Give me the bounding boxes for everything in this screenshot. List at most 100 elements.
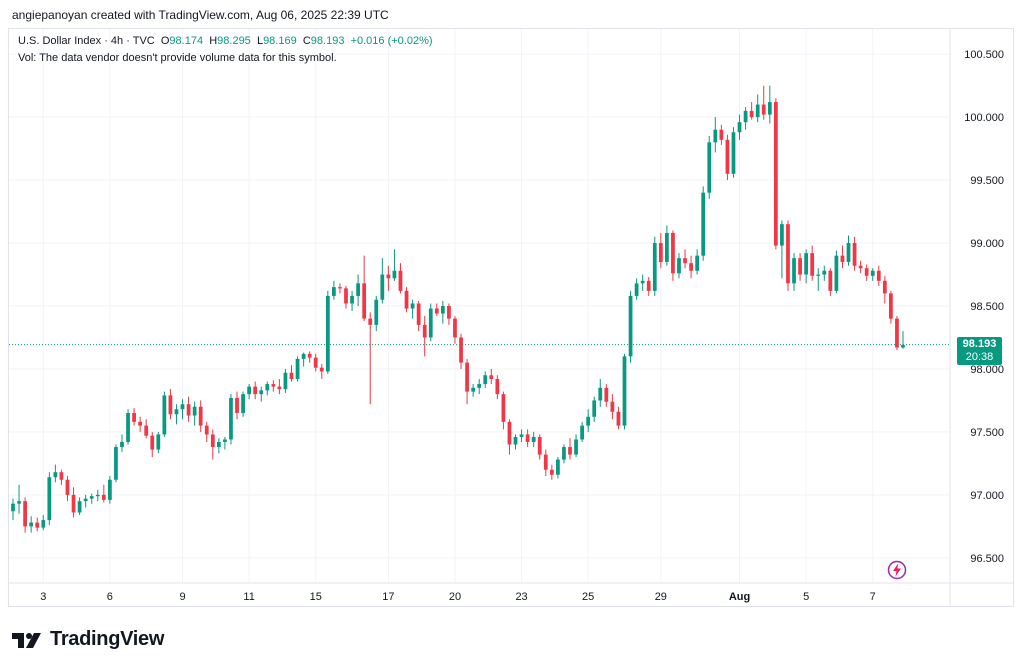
candle-body [828, 270, 833, 291]
candle-body [416, 303, 421, 325]
candle-body [634, 283, 639, 296]
candle-body [628, 295, 633, 357]
tradingview-logo[interactable]: TradingView [12, 628, 164, 651]
candle-body [658, 243, 663, 262]
candle-body [313, 357, 318, 368]
x-tick-label: 5 [803, 591, 809, 603]
close-label: C [302, 35, 311, 47]
tradingview-logo-text: TradingView [50, 628, 165, 650]
candle-body [277, 386, 282, 390]
x-tick-label: 29 [655, 591, 667, 603]
candle-body [689, 263, 693, 271]
candle-body [889, 293, 893, 319]
candle-body [840, 255, 845, 262]
last-price-value: 98.193 [962, 337, 997, 350]
candle-body [374, 299, 379, 325]
candle-body [731, 132, 736, 174]
candle-body [870, 270, 875, 276]
candle-body [89, 496, 94, 499]
candle-body [810, 253, 815, 276]
lightning-icon[interactable] [887, 560, 907, 580]
candle-body [622, 356, 627, 426]
candle-body [350, 295, 354, 304]
candle-body [677, 258, 681, 274]
candle-body [223, 439, 227, 442]
candle-body [307, 353, 312, 358]
candle-body [780, 224, 784, 246]
candle-body [719, 129, 724, 140]
high-label: H [209, 35, 218, 47]
candle-body [362, 283, 367, 319]
candle-body [23, 501, 27, 527]
candle-body [53, 472, 58, 478]
candle-body [440, 306, 445, 314]
x-tick-label: 25 [582, 591, 594, 603]
candle-body [798, 258, 802, 275]
candle-body [41, 520, 46, 528]
x-tick-label: 11 [243, 591, 254, 603]
candle-body [543, 454, 548, 470]
candle-body [192, 406, 197, 416]
candle-body [235, 397, 239, 414]
candle-body [725, 139, 730, 174]
candle-body [610, 401, 615, 412]
candle-body [47, 477, 52, 521]
candle-body [864, 268, 869, 276]
candle-body [749, 110, 754, 118]
candle-body [434, 308, 439, 314]
candle-body [65, 479, 70, 495]
candle-body [743, 110, 748, 123]
y-tick-label: 98.500 [970, 301, 1004, 313]
candle-body [301, 353, 306, 359]
y-tick-label: 98.000 [970, 364, 1004, 376]
candle-body [858, 265, 863, 269]
y-tick-label: 99.500 [970, 175, 1004, 187]
high-value: 98.295 [217, 35, 251, 47]
candle-body [332, 287, 336, 296]
candle-body [356, 283, 360, 296]
candle-body [834, 255, 839, 291]
volume-note: Vol: The data vendor doesn't provide vol… [18, 52, 337, 64]
low-label: L [256, 35, 264, 47]
symbol-name[interactable]: U.S. Dollar Index · 4h · TVC [18, 35, 155, 47]
candle-body [186, 404, 191, 416]
candle-body [422, 324, 427, 338]
candle-body [755, 104, 760, 118]
candle-body [852, 243, 857, 266]
candle-body [586, 416, 591, 426]
candle-body [671, 232, 675, 274]
candle-body [344, 288, 348, 304]
candle-body [144, 425, 149, 436]
candle-body [701, 192, 706, 256]
candle-body [646, 280, 651, 291]
candle-body [107, 479, 112, 500]
candle-body [271, 384, 276, 387]
candle-body [216, 441, 221, 448]
chart-frame[interactable] [8, 28, 1014, 607]
low-value: 98.169 [263, 35, 297, 47]
candle-body [453, 318, 457, 338]
candle-body [707, 142, 712, 193]
candle-body [253, 386, 258, 395]
candle-body [792, 258, 796, 284]
candle-body [459, 337, 463, 363]
candle-body [580, 425, 584, 440]
candle-body [398, 270, 403, 291]
x-tick-label: Aug [729, 591, 750, 603]
candle-body [513, 436, 518, 445]
x-tick-label: 7 [870, 591, 876, 603]
candle-body [773, 102, 778, 246]
candle-body [895, 318, 899, 348]
candle-body [338, 287, 342, 289]
candle-body [846, 243, 851, 262]
x-tick-label: 3 [40, 591, 46, 603]
candle-body [640, 280, 645, 284]
candle-body [531, 436, 536, 442]
candle-body [574, 439, 578, 455]
candle-body [713, 129, 718, 143]
candle-body [471, 387, 476, 392]
candle-body [876, 270, 881, 281]
x-tick-label: 17 [382, 591, 394, 603]
tradingview-logo-icon [12, 632, 41, 648]
